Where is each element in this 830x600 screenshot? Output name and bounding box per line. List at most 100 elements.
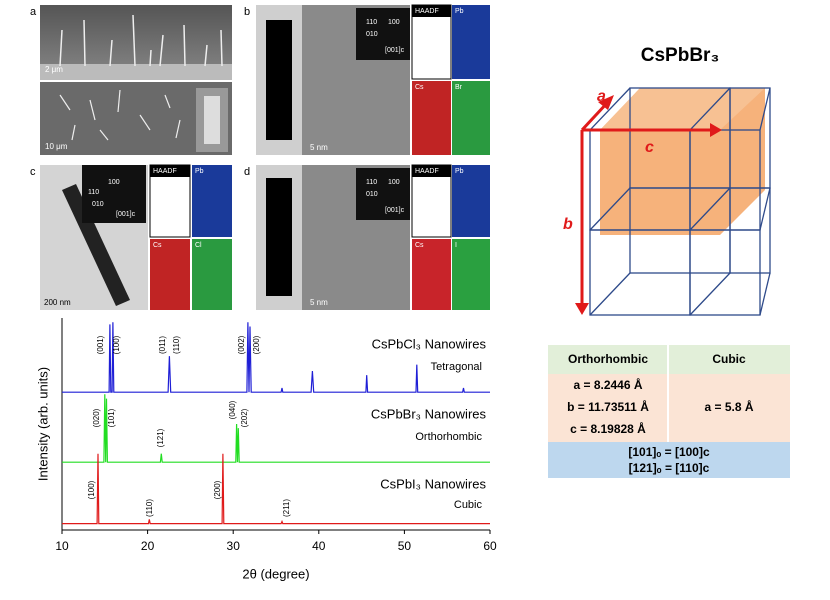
xrd-pattern bbox=[62, 453, 490, 525]
pb-map bbox=[452, 5, 490, 79]
axis-label: a bbox=[597, 88, 606, 105]
table-cell: c = 8.19828 Å bbox=[570, 421, 646, 436]
x-tick-label: 30 bbox=[227, 539, 241, 553]
table-header-cell: Orthorhombic bbox=[568, 352, 648, 366]
nanowires bbox=[59, 89, 181, 141]
axis-label: c bbox=[645, 139, 654, 156]
peak-label: (101) bbox=[107, 408, 116, 427]
lattice-wireframe bbox=[589, 87, 771, 316]
diffraction-label: 110 bbox=[366, 19, 377, 26]
halide-map bbox=[452, 81, 490, 155]
crystal-structure: CsPbBr₃ a c b bbox=[563, 45, 771, 316]
peak-label: (011) bbox=[158, 336, 167, 354]
peak-label: (020) bbox=[92, 408, 101, 427]
nanowire bbox=[266, 178, 292, 296]
peak-label: (200) bbox=[252, 335, 261, 354]
map-label: Cl bbox=[195, 242, 202, 249]
phase-label: Cubic bbox=[454, 499, 483, 511]
diffraction-label: 100 bbox=[388, 179, 400, 186]
pb-map bbox=[452, 165, 490, 237]
diffraction-label: 010 bbox=[366, 191, 378, 198]
diffraction-label: 110 bbox=[366, 179, 377, 186]
diffraction-label: [001]c bbox=[116, 211, 136, 218]
phase-label: Orthorhombic bbox=[415, 431, 482, 443]
map-label: Cs bbox=[153, 242, 162, 249]
table-header-cell: Cubic bbox=[712, 352, 746, 366]
peak-label: (211) bbox=[282, 499, 291, 517]
structure-title: CsPbBr₃ bbox=[641, 45, 719, 66]
nanowire bbox=[62, 184, 130, 306]
map-label: Br bbox=[455, 84, 463, 91]
peak-label: (002) bbox=[237, 335, 246, 354]
map-label: Pb bbox=[455, 8, 464, 15]
map-label: HAADF bbox=[153, 168, 177, 175]
map-label: HAADF bbox=[415, 168, 439, 175]
unit-cell-top bbox=[600, 88, 765, 130]
panel-label: a bbox=[30, 6, 37, 18]
halide-map bbox=[192, 239, 232, 310]
series-label: CsPbI₃ Nanowires bbox=[380, 476, 486, 491]
map-label: Pb bbox=[455, 168, 464, 175]
axis-label: b bbox=[563, 216, 573, 233]
x-axis-label: 2θ (degree) bbox=[242, 566, 309, 581]
scale-bar-label: 5 nm bbox=[310, 298, 328, 307]
peak-label: (100) bbox=[112, 335, 121, 354]
peak-label: (202) bbox=[240, 408, 249, 427]
table-cell: [121]ₒ = [110]c bbox=[629, 461, 710, 475]
map-label: Pb bbox=[195, 168, 204, 175]
x-tick-label: 20 bbox=[141, 539, 155, 553]
x-tick-label: 50 bbox=[398, 539, 412, 553]
table-cell: a = 5.8 Å bbox=[704, 399, 753, 414]
series-label: CsPbCl₃ Nanowires bbox=[372, 336, 487, 351]
scale-bar-label: 5 nm bbox=[310, 143, 328, 152]
diffraction-label: 010 bbox=[366, 31, 378, 38]
x-tick-label: 40 bbox=[312, 539, 326, 553]
scale-bar-label: 200 nm bbox=[44, 298, 71, 307]
panel-d: d 110 100 010 [001]c 5 nm HAADF Pb Cs I bbox=[244, 164, 490, 310]
lattice-table: Orthorhombic Cubic a = 8.2446 Å b = 11.7… bbox=[548, 345, 790, 478]
diffraction-inset bbox=[356, 168, 410, 220]
map-label: Cs bbox=[415, 242, 424, 249]
x-tick-label: 10 bbox=[55, 539, 69, 553]
panel-label: c bbox=[30, 166, 36, 178]
xrd-pattern bbox=[62, 322, 490, 393]
cs-map bbox=[412, 81, 451, 155]
peak-label: (001) bbox=[96, 335, 105, 354]
table-cell: a = 8.2446 Å bbox=[573, 377, 642, 392]
cs-map bbox=[150, 239, 190, 310]
y-axis-label: Intensity (arb. units) bbox=[35, 367, 50, 481]
peak-label: (040) bbox=[228, 400, 237, 419]
peak-label: (110) bbox=[145, 499, 154, 517]
xrd-pattern bbox=[62, 394, 490, 463]
map-label: I bbox=[455, 242, 457, 249]
diffraction-label: 100 bbox=[388, 19, 400, 26]
diffraction-inset bbox=[356, 8, 410, 60]
table-cell: b = 11.73511 Å bbox=[567, 399, 649, 414]
diffraction-inset bbox=[82, 165, 146, 223]
peak-label: (121) bbox=[156, 428, 165, 447]
map-header bbox=[412, 5, 451, 17]
scale-bar-label: 10 μm bbox=[45, 142, 68, 151]
panel-b: b 110 100 010 [001]c 5 nm HAADF Pb Cs Br bbox=[244, 4, 490, 155]
peak-label: (100) bbox=[87, 480, 96, 499]
nanowire bbox=[204, 96, 220, 144]
xrd-chart: 2θ (degree) Intensity (arb. units) 10 20 3… bbox=[35, 318, 497, 581]
halide-map bbox=[452, 239, 490, 310]
diffraction-label: 010 bbox=[92, 201, 104, 208]
phase-label: Tetragonal bbox=[431, 361, 482, 373]
diffraction-label: 100 bbox=[108, 179, 120, 186]
cs-map bbox=[412, 239, 451, 310]
nanowires bbox=[59, 14, 223, 67]
map-header bbox=[412, 165, 451, 177]
x-tick-label: 60 bbox=[483, 539, 497, 553]
table-cell: [101]ₒ = [100]c bbox=[628, 445, 710, 459]
map-label: HAADF bbox=[415, 8, 439, 15]
axis-arrows bbox=[575, 95, 722, 315]
pb-map bbox=[192, 165, 232, 237]
scale-bar-label: 2 μm bbox=[45, 65, 63, 74]
peak-label: (200) bbox=[213, 480, 222, 499]
series-label: CsPbBr₃ Nanowires bbox=[371, 406, 487, 421]
substrate bbox=[40, 64, 232, 80]
peak-label: (110) bbox=[172, 336, 181, 354]
